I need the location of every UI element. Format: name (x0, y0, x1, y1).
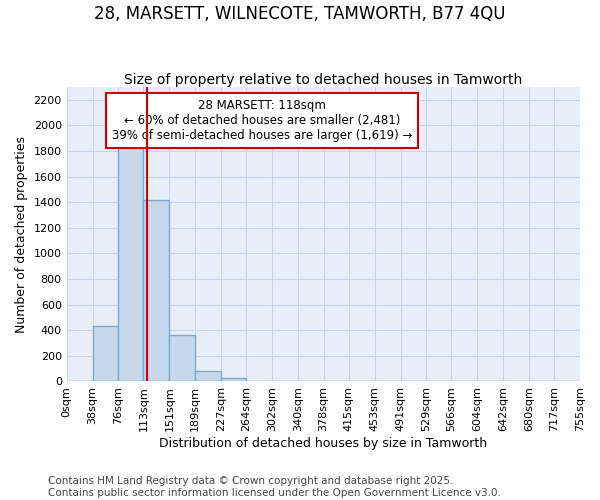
Bar (169, 336, 195, 382)
Bar (221, 378, 246, 382)
Text: Contains HM Land Registry data © Crown copyright and database right 2025.
Contai: Contains HM Land Registry data © Crown c… (48, 476, 501, 498)
Bar (92, 326, 118, 382)
Text: 28, MARSETT, WILNECOTE, TAMWORTH, B77 4QU: 28, MARSETT, WILNECOTE, TAMWORTH, B77 4Q… (94, 5, 506, 23)
Y-axis label: Number of detached properties: Number of detached properties (15, 136, 28, 332)
X-axis label: Distribution of detached houses by size in Tamworth: Distribution of detached houses by size … (159, 437, 487, 450)
Bar (118, 147, 143, 382)
Text: 28 MARSETT: 118sqm
← 60% of detached houses are smaller (2,481)
39% of semi-deta: 28 MARSETT: 118sqm ← 60% of detached hou… (112, 99, 412, 142)
Title: Size of property relative to detached houses in Tamworth: Size of property relative to detached ho… (124, 73, 523, 87)
Bar (143, 200, 169, 382)
Bar (195, 371, 221, 382)
Bar (246, 381, 272, 382)
